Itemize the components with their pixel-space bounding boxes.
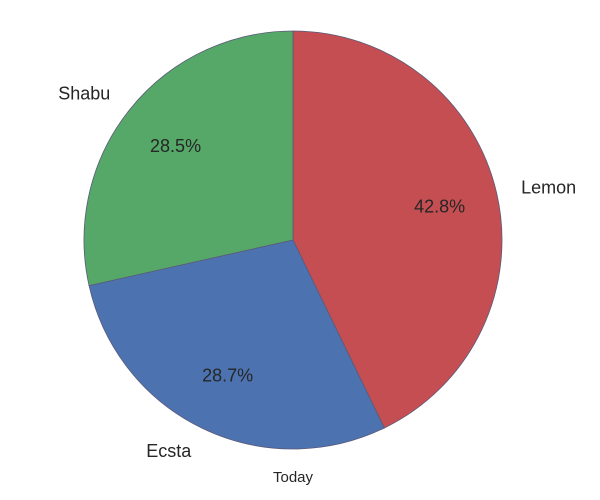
percent-label-shabu: 28.5% [150,136,201,156]
percent-label-lemon: 42.8% [414,196,465,216]
slice-label-ecsta: Ecsta [146,441,192,461]
percent-label-ecsta: 28.7% [202,366,253,386]
x-axis-label: Today [273,469,314,486]
pie-slice-lemon [292,30,503,429]
pie-slice-ecsta [88,239,385,450]
slice-label-lemon: Lemon [521,178,576,198]
pie-slice-shabu [83,30,294,287]
slice-label-shabu: Shabu [58,84,110,104]
pie-labels: Lemon 42.8% Ecsta 28.7% Shabu 28.5% [58,84,576,461]
pie-slices [83,30,503,450]
